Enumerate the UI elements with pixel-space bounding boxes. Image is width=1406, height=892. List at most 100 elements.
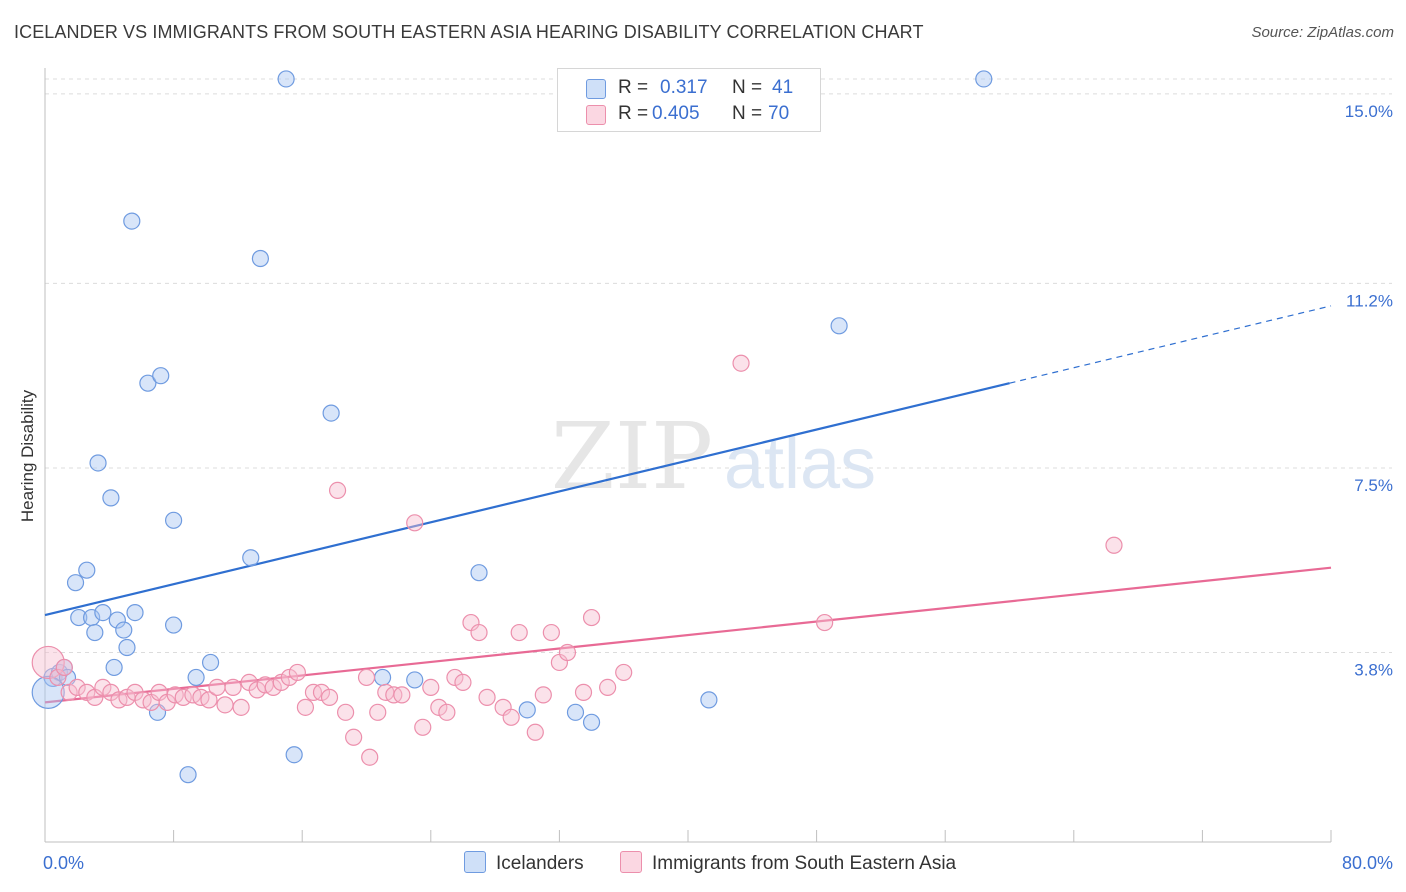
chart-title: ICELANDER VS IMMIGRANTS FROM SOUTH EASTE… — [14, 22, 924, 42]
immigrant-point — [232, 698, 250, 716]
series-legend-icelanders: Icelanders — [464, 851, 584, 875]
icelander-point — [118, 638, 136, 657]
immigrant-point — [732, 354, 750, 372]
legend-r-value: 0.317 — [660, 77, 708, 98]
immigrant-point — [369, 703, 387, 721]
y-axis-title: Hearing Disability — [18, 389, 37, 522]
y-tick-label: 3.8% — [1354, 660, 1393, 679]
immigrant-point — [208, 678, 226, 696]
icelander-point — [582, 713, 601, 731]
icelander-point — [518, 701, 536, 719]
series-swatch-icelanders — [464, 851, 486, 873]
icelander-point — [285, 746, 303, 764]
immigrant-point — [406, 514, 424, 532]
legend-swatch-immigrants — [586, 105, 606, 125]
icelander-trend-extension — [1009, 305, 1332, 384]
icelander-point — [322, 404, 340, 422]
series-legend-immigrants: Immigrants from South Eastern Asia — [620, 851, 956, 875]
immigrant-point — [55, 658, 73, 677]
immigrant-point — [599, 678, 617, 696]
immigrant-point — [526, 723, 544, 741]
icelander-point — [242, 549, 260, 567]
icelander-point — [566, 703, 585, 721]
immigrant-point — [502, 708, 520, 726]
watermark-atlas: atlas — [724, 424, 876, 504]
y-tick-label: 7.5% — [1354, 476, 1393, 495]
immigrant-point — [345, 728, 363, 746]
immigrant-point — [542, 623, 560, 642]
data-points — [31, 70, 1123, 784]
y-tick-label: 11.2% — [1346, 291, 1393, 310]
legend-r-value: 0.405 — [652, 103, 700, 124]
icelander-point — [251, 249, 270, 268]
icelander-point — [830, 317, 848, 335]
icelander-point — [123, 212, 141, 230]
icelander-point — [78, 561, 96, 579]
immigrant-point — [337, 703, 355, 721]
immigrant-point — [393, 686, 411, 704]
icelander-point — [66, 574, 85, 592]
icelander-point — [89, 454, 107, 472]
immigrant-point — [470, 623, 488, 642]
icelander-point — [126, 603, 144, 622]
immigrant-point — [320, 688, 339, 706]
immigrant-point — [224, 678, 242, 696]
icelander-point — [152, 367, 170, 385]
legend-swatch-icelanders — [586, 79, 606, 99]
icelander-point — [700, 691, 718, 709]
series-swatch-immigrants — [620, 851, 642, 873]
icelander-point — [108, 611, 126, 629]
immigrant-point — [816, 613, 834, 632]
immigrant-point — [438, 703, 456, 721]
icelander-point — [165, 616, 183, 634]
immigrant-point — [200, 691, 218, 709]
immigrant-point — [174, 688, 192, 706]
icelander-point — [277, 70, 295, 88]
stats-legend: R = 0.317 N = 41 R = 0.405 N = 70 — [557, 68, 821, 132]
legend-n-value: 70 — [768, 103, 790, 124]
y-tick-label: 15.0% — [1345, 102, 1393, 121]
icelander-point — [86, 623, 104, 642]
legend-r-label: R = — [618, 77, 649, 98]
series-label-icelanders: Icelanders — [496, 853, 584, 874]
icelander-point — [102, 489, 120, 507]
immigrant-point — [454, 673, 472, 692]
icelander-point — [470, 564, 488, 582]
immigrant-point — [582, 608, 601, 627]
immigrant-point — [615, 663, 633, 682]
immigrant-point — [68, 678, 86, 696]
legend-n-value: 41 — [772, 77, 794, 98]
icelander-point — [373, 668, 392, 687]
icelander-point — [406, 671, 424, 689]
icelander-point — [975, 70, 993, 88]
axes: 3.8% 7.5% 11.2% 15.0% 0.0% 80.0% — [43, 68, 1393, 873]
immigrant-point — [422, 678, 440, 696]
series-label-immigrants: Immigrants from South Eastern Asia — [652, 853, 957, 874]
icelander-point — [187, 668, 205, 687]
immigrant-point — [534, 686, 552, 704]
immigrant-point — [216, 696, 234, 714]
immigrant-point — [574, 683, 593, 701]
immigrant-point — [510, 623, 528, 642]
immigrant-point — [357, 668, 376, 687]
icelander-point — [115, 621, 133, 639]
icelander-point — [94, 603, 112, 622]
icelander-point — [31, 675, 65, 709]
immigrant-point — [328, 481, 347, 500]
immigrant-point — [31, 645, 65, 680]
legend-n-label: N = — [732, 77, 763, 98]
watermark-zip: ZIP — [551, 403, 713, 510]
icelander-point — [105, 658, 123, 677]
icelander-point — [165, 511, 183, 529]
immigrant-point — [478, 688, 496, 706]
immigrant-point — [49, 668, 67, 687]
immigrant-point — [288, 663, 306, 682]
immigrant-point — [558, 643, 577, 662]
icelander-point — [201, 653, 220, 672]
legend-r-label: R = — [618, 103, 649, 124]
axis-labels: Hearing Disability — [18, 389, 37, 522]
watermark: ZIP atlas — [551, 403, 876, 510]
immigrant-point — [414, 718, 432, 736]
icelander-point — [70, 608, 88, 627]
